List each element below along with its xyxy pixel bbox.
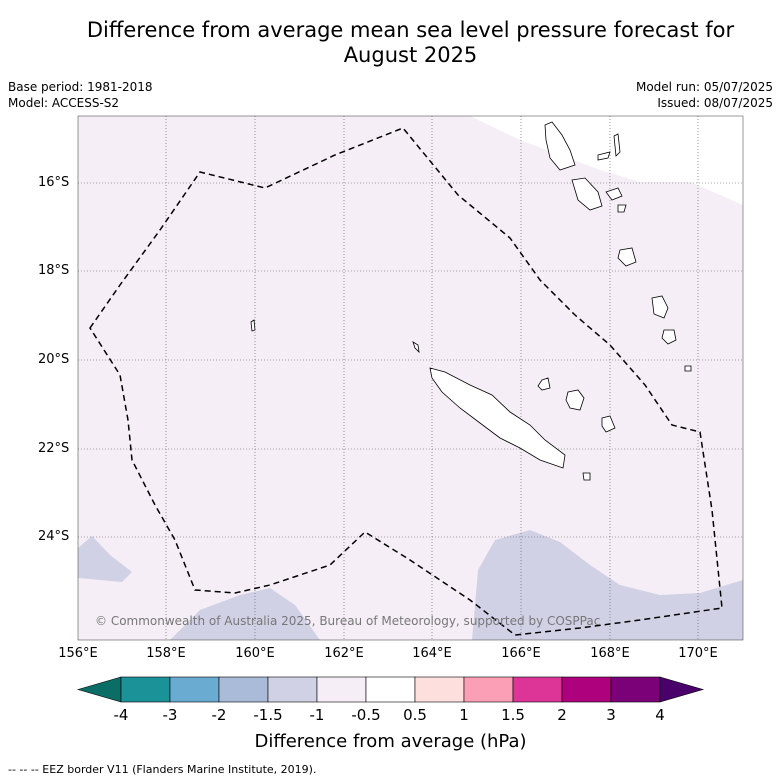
neutral-region xyxy=(470,116,743,205)
isle-of-pines xyxy=(582,472,591,481)
colorbar-tick-label: 0.5 xyxy=(403,706,427,724)
loyalty-island-mare xyxy=(601,415,616,433)
lon-tick-160e: 160°E xyxy=(235,646,275,661)
low-anomaly-region-east xyxy=(472,530,743,640)
model-name: Model: ACCESS-S2 xyxy=(8,96,120,110)
islet xyxy=(250,319,256,332)
colorbar-tick-label: -1 xyxy=(309,706,325,724)
lon-tick-170e: 170°E xyxy=(678,646,718,661)
colorbar-segment xyxy=(120,676,171,703)
colorbar-segment xyxy=(463,676,514,703)
colorbar xyxy=(76,676,705,703)
colorbar-tick-label: 1 xyxy=(459,706,469,724)
eez-footnote: -- -- -- EEZ border V11 (Flanders Marine… xyxy=(8,763,317,776)
colorbar-tick-label: -1.5 xyxy=(253,706,283,724)
lon-tick-156e: 156°E xyxy=(58,646,98,661)
vanuatu-epi xyxy=(617,204,627,213)
colorbar-tick-label: -0.5 xyxy=(351,706,381,724)
vanuatu-ambae xyxy=(597,151,611,161)
lat-tick-18s: 18°S xyxy=(38,263,70,278)
colorbar-extend-low xyxy=(76,676,122,703)
colorbar-tick-label: -3 xyxy=(162,706,178,724)
vanuatu-ambrym xyxy=(605,187,623,201)
eez-border xyxy=(89,127,723,636)
issued-date: Issued: 08/07/2025 xyxy=(657,96,773,110)
loyalty-island-ouvea xyxy=(537,377,551,391)
copyright-notice: © Commonwealth of Australia 2025, Bureau… xyxy=(95,614,601,628)
lat-tick-22s: 22°S xyxy=(38,441,70,456)
vanuatu-aneityum xyxy=(684,365,692,372)
islet xyxy=(412,341,420,354)
map-frame xyxy=(77,115,744,641)
colorbar-segment xyxy=(512,676,563,703)
colorbar-segment xyxy=(414,676,465,703)
vanuatu-tanna xyxy=(661,329,677,345)
colorbar-segment xyxy=(169,676,220,703)
colorbar-tick-label: 4 xyxy=(655,706,665,724)
lon-tick-166e: 166°E xyxy=(501,646,541,661)
colorbar-segment xyxy=(218,676,269,703)
lon-tick-158e: 158°E xyxy=(146,646,186,661)
meta-right: Model run: 05/07/2025 Issued: 08/07/2025 xyxy=(636,79,773,111)
map-background xyxy=(78,116,743,640)
lon-tick-164e: 164°E xyxy=(412,646,452,661)
vanuatu-erromango xyxy=(651,295,669,319)
vanuatu-malakula xyxy=(571,177,603,211)
base-period: Base period: 1981-2018 xyxy=(8,80,153,94)
lat-tick-20s: 20°S xyxy=(38,352,70,367)
colorbar-tick-label: 2 xyxy=(557,706,567,724)
colorbar-segment xyxy=(365,676,416,703)
colorbar-label: Difference from average (hPa) xyxy=(254,731,527,752)
lat-tick-24s: 24°S xyxy=(38,529,70,544)
lat-tick-16s: 16°S xyxy=(38,175,70,190)
low-anomaly-region-west xyxy=(78,536,132,582)
vanuatu-efate xyxy=(617,247,637,267)
colorbar-segment xyxy=(610,676,661,703)
loyalty-island-lifou xyxy=(565,389,585,411)
low-anomaly-region-south xyxy=(170,588,320,640)
colorbar-segment xyxy=(267,676,318,703)
colorbar-tick-label: -2 xyxy=(211,706,227,724)
colorbar-tick-label: -4 xyxy=(113,706,129,724)
vanuatu-maewo xyxy=(613,133,621,157)
title-line-2: August 2025 xyxy=(343,43,478,67)
lon-tick-162e: 162°E xyxy=(324,646,364,661)
colorbar-extend-high xyxy=(659,676,705,703)
new-caledonia-island xyxy=(429,367,566,469)
model-run: Model run: 05/07/2025 xyxy=(635,80,773,94)
meta-left: Base period: 1981-2018 Model: ACCESS-S2 xyxy=(8,79,153,111)
colorbar-tick-label: 3 xyxy=(606,706,616,724)
chart-title: Difference from average mean sea level p… xyxy=(0,18,781,68)
colorbar-segment xyxy=(316,676,367,703)
lon-tick-168e: 168°E xyxy=(590,646,630,661)
vanuatu-espiritu-santo xyxy=(544,121,576,171)
colorbar-segment xyxy=(561,676,612,703)
colorbar-tick-label: 1.5 xyxy=(501,706,525,724)
title-line-1: Difference from average mean sea level p… xyxy=(86,18,735,42)
land-outlines xyxy=(250,121,692,481)
